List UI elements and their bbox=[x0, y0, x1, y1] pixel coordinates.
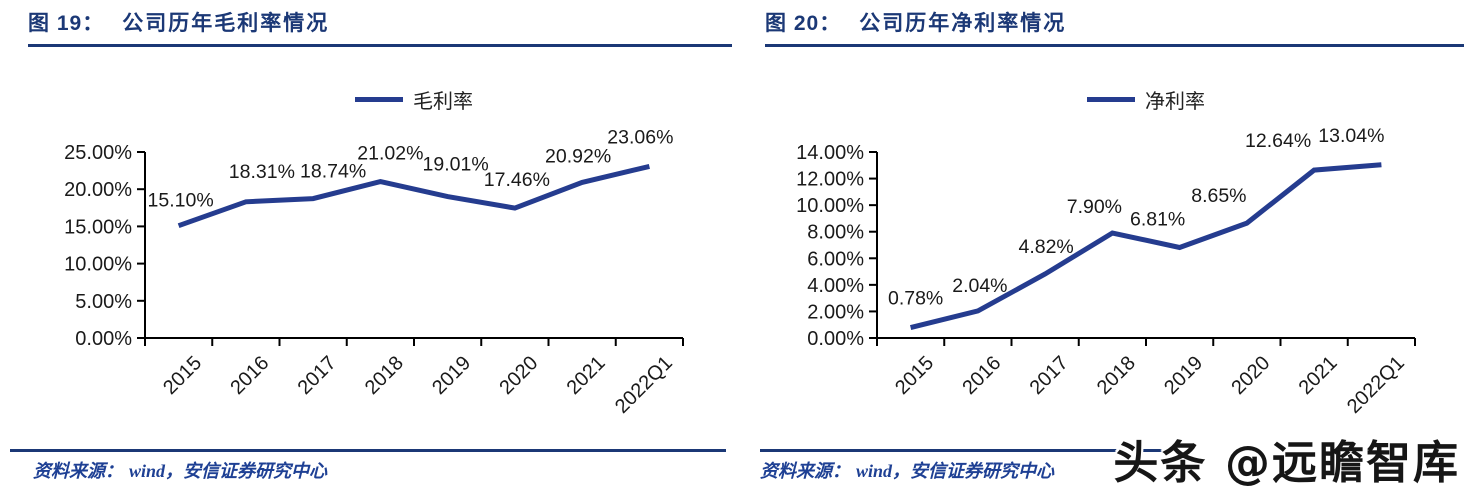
source-text: wind，安信证券研究中心 bbox=[856, 461, 1055, 481]
gross-margin-line-chart: 25.00% 20.00% 15.00% 10.00% 5.00% 0.00% 15.10%… bbox=[64, 126, 684, 418]
figure-number: 图 19： bbox=[28, 12, 105, 35]
y-tick-label: 10.00% bbox=[796, 195, 864, 217]
x-tick-label: 2021 bbox=[1295, 352, 1342, 399]
data-point-label: 0.78% bbox=[888, 288, 943, 310]
data-point-label: 20.92% bbox=[545, 145, 611, 167]
caption-divider bbox=[28, 44, 732, 47]
series-line bbox=[909, 162, 1382, 331]
figure-title: 公司历年净利率情况 bbox=[859, 11, 1067, 35]
net-margin-line-chart: 14.00% 12.00% 10.00% 8.00% 6.00% 4.00% 2.00% 0.… bbox=[796, 125, 1416, 418]
data-point-label: 21.02% bbox=[357, 143, 423, 165]
y-tick-label: 12.00% bbox=[796, 169, 864, 191]
data-point-label: 18.74% bbox=[300, 161, 366, 183]
y-tick-label: 15.00% bbox=[64, 216, 132, 238]
x-tick-label: 2016 bbox=[958, 352, 1005, 399]
y-tick-label: 5.00% bbox=[75, 291, 132, 313]
source-label: 资料来源： bbox=[760, 461, 850, 481]
data-point-label: 18.31% bbox=[229, 161, 295, 183]
source-divider bbox=[10, 449, 726, 452]
x-tick-label: 2022Q1 bbox=[1343, 352, 1409, 418]
legend-line-swatch bbox=[1087, 96, 1135, 102]
x-tick-label: 2022Q1 bbox=[611, 352, 677, 418]
figure-caption: 图 19： 公司历年毛利率情况 bbox=[28, 7, 329, 37]
figure-title: 公司历年毛利率情况 bbox=[122, 11, 330, 35]
data-point-label: 23.06% bbox=[607, 126, 673, 148]
figure-caption: 图 20： 公司历年净利率情况 bbox=[765, 7, 1066, 37]
x-tick-label: 2018 bbox=[361, 352, 408, 399]
x-tick-label: 2016 bbox=[226, 352, 273, 399]
y-tick-label: 6.00% bbox=[807, 248, 864, 270]
data-point-label: 6.81% bbox=[1130, 209, 1185, 231]
x-tick-label: 2019 bbox=[1160, 352, 1207, 399]
data-point-label: 17.46% bbox=[484, 169, 550, 191]
x-tick-label: 2017 bbox=[294, 352, 341, 399]
source-divider bbox=[760, 449, 1180, 452]
data-point-label: 13.04% bbox=[1318, 125, 1384, 147]
y-tick-label: 2.00% bbox=[807, 301, 864, 323]
data-point-label: 15.10% bbox=[148, 190, 214, 212]
watermark-text: 头条 @远瞻智库 bbox=[1113, 436, 1460, 489]
data-point-label: 19.01% bbox=[423, 154, 489, 176]
data-point-label: 12.64% bbox=[1245, 130, 1311, 152]
x-tick-label: 2020 bbox=[1227, 352, 1274, 399]
data-point-label: 8.65% bbox=[1191, 185, 1246, 207]
x-tick-label: 2018 bbox=[1093, 352, 1140, 399]
data-point-label: 7.90% bbox=[1067, 196, 1122, 218]
caption-divider bbox=[765, 44, 1464, 47]
source-line: 资料来源： wind，安信证券研究中心 bbox=[33, 457, 327, 483]
figure-net-margin: 图 20： 公司历年净利率情况 净利率 14.00% 12.00% 10.00% 8.0… bbox=[732, 0, 1464, 493]
data-point-label: 4.82% bbox=[1018, 236, 1073, 258]
figure-gross-margin: 图 19： 公司历年毛利率情况 毛利率 25.00% 20.00% 15.00% 10.… bbox=[10, 7, 732, 483]
x-tick-label: 2020 bbox=[495, 352, 542, 399]
source-label: 资料来源： bbox=[33, 461, 123, 481]
source-line: 资料来源： wind，安信证券研究中心 bbox=[760, 457, 1054, 483]
legend-label: 毛利率 bbox=[413, 90, 473, 113]
figure-number: 图 20： bbox=[765, 12, 842, 35]
x-tick-label: 2019 bbox=[428, 352, 475, 399]
series-line bbox=[177, 163, 650, 229]
x-tick-label: 2017 bbox=[1026, 352, 1073, 399]
y-tick-label: 10.00% bbox=[64, 254, 132, 276]
y-tick-label: 25.00% bbox=[64, 142, 132, 164]
x-tick-label: 2021 bbox=[563, 352, 610, 399]
x-tick-label: 2015 bbox=[891, 352, 938, 399]
x-tick-label: 2015 bbox=[159, 352, 206, 399]
legend: 净利率 bbox=[877, 86, 1415, 113]
y-tick-label: 14.00% bbox=[796, 142, 864, 164]
y-tick-label: 8.00% bbox=[807, 222, 864, 244]
y-tick-label: 20.00% bbox=[64, 179, 132, 201]
source-text: wind，安信证券研究中心 bbox=[129, 461, 328, 481]
legend: 毛利率 bbox=[145, 86, 683, 113]
legend-line-swatch bbox=[355, 96, 403, 102]
y-tick-label: 0.00% bbox=[807, 328, 864, 350]
data-point-label: 2.04% bbox=[952, 275, 1007, 297]
y-tick-label: 0.00% bbox=[75, 328, 132, 350]
y-tick-label: 4.00% bbox=[807, 275, 864, 297]
legend-label: 净利率 bbox=[1145, 90, 1205, 113]
